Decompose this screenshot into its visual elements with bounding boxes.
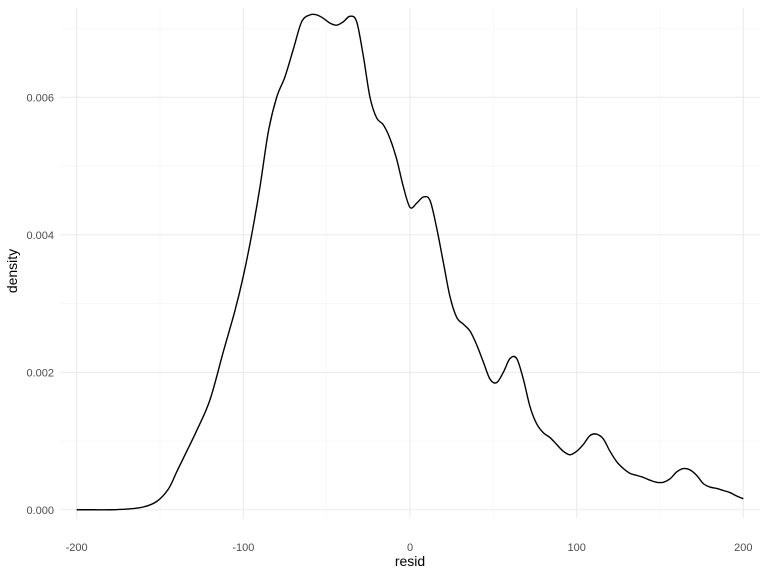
y-tick-label: 0.002 — [26, 367, 54, 379]
major-gridlines — [60, 8, 760, 518]
x-tick-label: 0 — [407, 542, 413, 554]
y-tick-label: 0.006 — [26, 92, 54, 104]
x-tick-label: 100 — [567, 542, 585, 554]
x-tick-label: 200 — [734, 542, 752, 554]
x-tick-label: -100 — [232, 542, 254, 554]
x-axis-tick-labels: -200 -100 0 100 200 — [66, 542, 753, 554]
density-series-line — [76, 13, 744, 511]
x-axis-title: resid — [395, 553, 425, 569]
y-tick-label: 0.004 — [26, 230, 54, 242]
x-tick-label: -200 — [66, 542, 88, 554]
y-axis-tick-labels: 0.000 0.002 0.004 0.006 — [26, 92, 54, 516]
y-axis-title: density — [4, 249, 20, 293]
y-tick-label: 0.000 — [26, 505, 54, 517]
